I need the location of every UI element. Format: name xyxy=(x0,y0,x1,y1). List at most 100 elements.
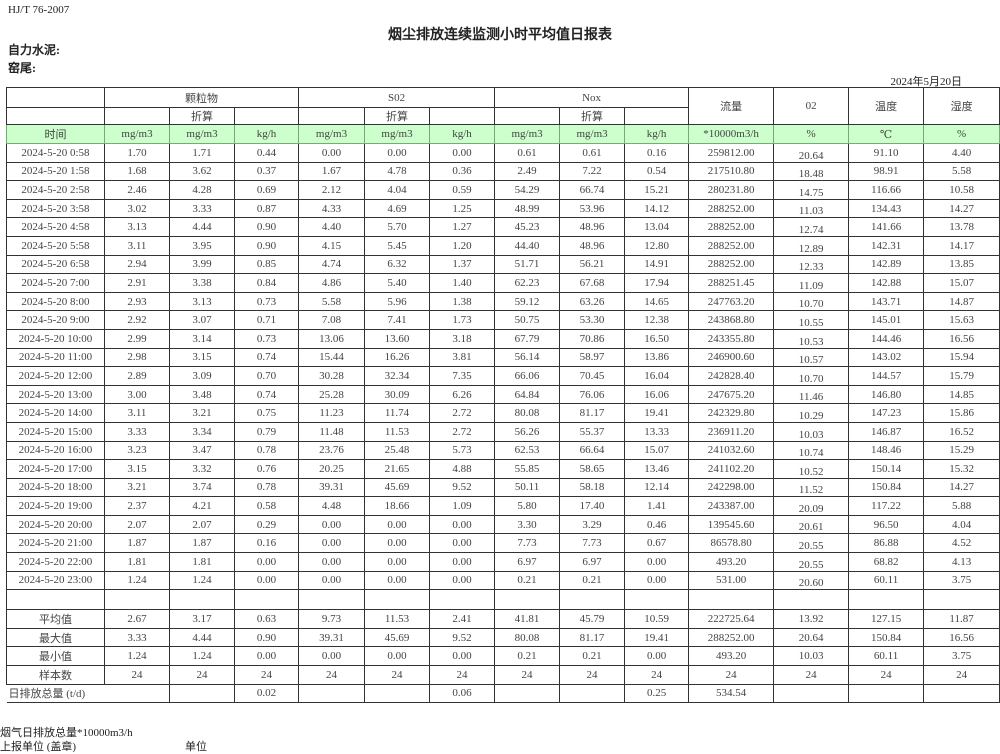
table-cell: 53.30 xyxy=(559,310,626,330)
units-row: 时间 mg/m3 mg/m3 kg/h mg/m3 mg/m3 kg/h mg/m3 mg/m3… xyxy=(6,124,1000,144)
table-cell: 12.38 xyxy=(624,310,690,330)
table-cell: 0.00 xyxy=(364,514,431,535)
table-row: 2024-5-20 5:58 3.11 3.95 0.90 4.15 5.45 1.20 44… xyxy=(6,235,1000,256)
table-cell: 56.14 xyxy=(494,347,561,368)
table-cell: 148.46 xyxy=(848,440,925,461)
report-date: 2024年5月20日 xyxy=(890,76,963,88)
table-cell: 4.15 xyxy=(298,235,366,256)
table-cell: 0.46 xyxy=(624,514,690,535)
table-cell: 44.40 xyxy=(494,235,561,256)
row-label: 2024-5-20 12:00 xyxy=(6,366,105,386)
table-cell: 7.35 xyxy=(429,366,496,386)
table-cell: 1.24 xyxy=(104,646,170,667)
table-cell: 30.28 xyxy=(298,366,366,386)
header-converted: 折算 xyxy=(559,107,626,125)
table-cell: 0.00 xyxy=(429,533,496,554)
table-cell: 80.08 xyxy=(494,403,561,423)
table-cell: 1.27 xyxy=(429,217,496,237)
report-title: 烟尘排放连续监测小时平均值日报表 xyxy=(388,28,612,43)
table-cell: 246900.60 xyxy=(688,347,775,368)
table-cell xyxy=(494,683,561,703)
table-cell: 11.53 xyxy=(364,421,431,442)
table-cell: 4.88 xyxy=(429,459,496,479)
table-cell: 4.21 xyxy=(169,496,235,516)
table-cell: 4.13 xyxy=(923,552,1000,572)
table-cell: 19.41 xyxy=(624,627,690,648)
table-cell: 48.96 xyxy=(559,217,626,237)
table-cell: % xyxy=(923,124,1000,144)
table-cell: 96.50 xyxy=(848,514,925,535)
table-cell: mg/m3 xyxy=(559,124,626,144)
table-cell: 3.23 xyxy=(104,440,170,461)
table-cell: 1.20 xyxy=(429,235,496,256)
table-cell: 217510.80 xyxy=(688,161,775,182)
table-cell: 70.86 xyxy=(559,328,626,349)
table-cell: 62.23 xyxy=(494,273,561,293)
table-cell: 1.24 xyxy=(169,570,235,591)
table-cell: 50.11 xyxy=(494,477,561,498)
table-cell: 142.88 xyxy=(848,273,925,293)
header-row-converted: 折算 折算 折算 xyxy=(6,107,1000,125)
row-label: 时间 xyxy=(6,124,105,144)
table-cell: 0.70 xyxy=(233,366,300,386)
table-cell: 15.94 xyxy=(923,347,1000,368)
table-cell: 15.07 xyxy=(624,440,690,461)
table-cell: 0.79 xyxy=(233,421,300,442)
table-cell: 116.66 xyxy=(848,180,925,200)
row-label: 2024-5-20 8:00 xyxy=(6,291,105,312)
table-cell: 280231.80 xyxy=(688,180,775,200)
row-label: 2024-5-20 5:58 xyxy=(6,235,105,256)
table-cell: 3.33 xyxy=(104,421,170,442)
table-cell xyxy=(848,589,925,611)
table-cell: 10.74 xyxy=(773,440,850,461)
table-cell: 150.14 xyxy=(848,459,925,479)
table-cell: 20.25 xyxy=(298,459,366,479)
table-cell: 243868.80 xyxy=(688,310,775,330)
table-cell: 45.79 xyxy=(559,609,626,629)
table-row: 2024-5-20 16:00 3.23 3.47 0.78 23.76 25.48 5.7… xyxy=(6,440,1000,461)
table-cell: 1.87 xyxy=(104,533,170,554)
table-cell: 5.70 xyxy=(364,217,431,237)
table-cell: 1.73 xyxy=(429,310,496,330)
table-cell: 247763.20 xyxy=(688,291,775,312)
table-cell: 3.95 xyxy=(169,235,235,256)
table-cell: 142.89 xyxy=(848,254,925,275)
table-cell: mg/m3 xyxy=(104,124,170,144)
table-cell: 5.58 xyxy=(298,291,366,312)
table-cell: 12.89 xyxy=(773,235,850,256)
row-label: 2024-5-20 23:00 xyxy=(6,570,105,591)
table-cell: 11.48 xyxy=(298,421,366,442)
table-cell: 10.03 xyxy=(773,421,850,442)
table-cell: 11.52 xyxy=(773,477,850,498)
table-cell: 55.85 xyxy=(494,459,561,479)
row-label: 2024-5-20 21:00 xyxy=(6,533,105,554)
table-cell: 25.48 xyxy=(364,440,431,461)
header-blank xyxy=(429,107,496,125)
table-cell: 5.73 xyxy=(429,440,496,461)
table-cell: mg/m3 xyxy=(494,124,561,144)
table-cell: 91.10 xyxy=(848,143,925,163)
table-cell: 0.00 xyxy=(233,552,300,572)
row-label: 2024-5-20 16:00 xyxy=(6,440,105,461)
table-cell: 4.69 xyxy=(364,198,431,219)
table-cell: 17.94 xyxy=(624,273,690,293)
table-cell: 0.29 xyxy=(233,514,300,535)
table-cell: 18.66 xyxy=(364,496,431,516)
table-cell: 3.48 xyxy=(169,384,235,405)
table-cell: 13.04 xyxy=(624,217,690,237)
table-cell: 288252.00 xyxy=(688,627,775,648)
row-label: 2024-5-20 14:00 xyxy=(6,403,105,423)
table-cell: 146.80 xyxy=(848,384,925,405)
table-cell: 24 xyxy=(298,665,366,685)
table-row: 2024-5-20 19:00 2.37 4.21 0.58 4.48 18.66 1.09… xyxy=(6,496,1000,516)
table-cell: 24 xyxy=(233,665,300,685)
table-cell: 0.37 xyxy=(233,161,300,182)
table-cell: 66.74 xyxy=(559,180,626,200)
table-cell: 3.99 xyxy=(169,254,235,275)
table-cell: 11.03 xyxy=(773,198,850,219)
table-cell: 3.13 xyxy=(104,217,170,237)
table-cell: 242828.40 xyxy=(688,366,775,386)
header-blank xyxy=(298,107,366,125)
table-cell: 13.33 xyxy=(624,421,690,442)
summary-row: 样本数 24 24 24 24 24 24 24 24 24 24 24 24 24 xyxy=(6,665,1000,685)
